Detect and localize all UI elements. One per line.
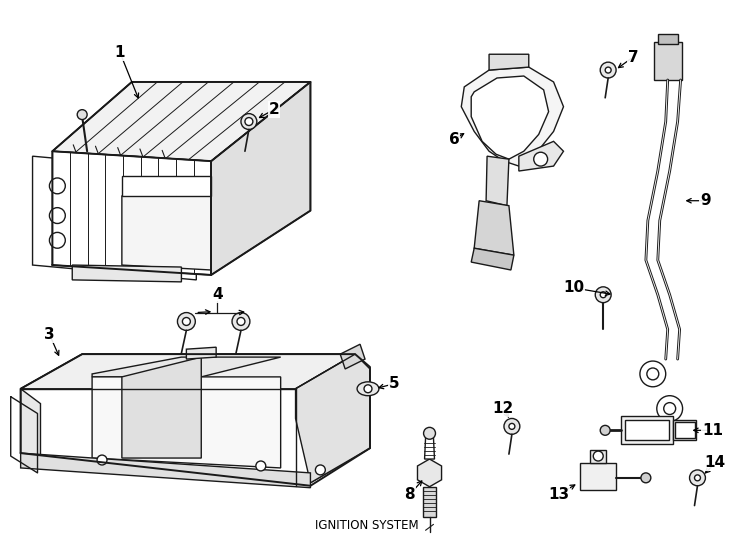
Polygon shape xyxy=(590,450,606,463)
Circle shape xyxy=(694,475,700,481)
Polygon shape xyxy=(519,141,564,171)
Circle shape xyxy=(664,403,675,415)
Text: 13: 13 xyxy=(548,487,569,502)
Polygon shape xyxy=(32,156,196,280)
Circle shape xyxy=(49,232,65,248)
Polygon shape xyxy=(424,438,435,459)
Polygon shape xyxy=(122,196,211,270)
Text: 7: 7 xyxy=(628,50,639,65)
Text: 8: 8 xyxy=(404,487,415,502)
Polygon shape xyxy=(21,389,40,468)
Circle shape xyxy=(600,292,606,298)
Polygon shape xyxy=(340,344,365,369)
Circle shape xyxy=(600,62,616,78)
Polygon shape xyxy=(21,453,310,488)
Bar xyxy=(672,421,697,440)
Circle shape xyxy=(600,426,610,435)
Polygon shape xyxy=(471,248,514,270)
Polygon shape xyxy=(581,463,616,490)
Circle shape xyxy=(595,287,611,302)
Circle shape xyxy=(237,318,245,326)
Circle shape xyxy=(424,427,435,439)
Circle shape xyxy=(232,313,250,330)
Circle shape xyxy=(49,178,65,194)
Bar xyxy=(625,421,669,440)
Circle shape xyxy=(689,470,705,486)
Bar xyxy=(658,35,677,44)
Text: 11: 11 xyxy=(702,423,723,438)
Polygon shape xyxy=(461,67,564,166)
Text: 3: 3 xyxy=(44,327,55,342)
Ellipse shape xyxy=(357,382,379,396)
Polygon shape xyxy=(92,357,280,377)
Polygon shape xyxy=(474,201,514,255)
Polygon shape xyxy=(489,54,528,70)
Circle shape xyxy=(606,67,611,73)
Polygon shape xyxy=(418,459,442,487)
Circle shape xyxy=(657,396,683,421)
Circle shape xyxy=(241,113,257,130)
Circle shape xyxy=(49,208,65,224)
Polygon shape xyxy=(52,151,211,275)
Text: 9: 9 xyxy=(700,193,711,208)
Bar xyxy=(675,422,694,438)
Polygon shape xyxy=(72,265,181,282)
Text: 14: 14 xyxy=(705,456,726,470)
Circle shape xyxy=(641,473,651,483)
Polygon shape xyxy=(471,76,548,159)
Circle shape xyxy=(316,465,325,475)
Text: 1: 1 xyxy=(115,45,125,60)
Text: 12: 12 xyxy=(493,401,514,416)
Circle shape xyxy=(77,110,87,119)
Polygon shape xyxy=(21,354,355,389)
Polygon shape xyxy=(21,354,370,483)
Text: 10: 10 xyxy=(563,280,584,295)
Bar xyxy=(654,42,682,80)
Polygon shape xyxy=(211,82,310,275)
Circle shape xyxy=(245,118,253,125)
Polygon shape xyxy=(122,176,211,196)
Circle shape xyxy=(640,361,666,387)
Polygon shape xyxy=(186,347,216,359)
Polygon shape xyxy=(92,377,280,468)
Circle shape xyxy=(647,368,659,380)
Polygon shape xyxy=(52,82,310,161)
Circle shape xyxy=(593,451,603,461)
Circle shape xyxy=(178,313,195,330)
Text: IGNITION SYSTEM: IGNITION SYSTEM xyxy=(315,519,419,532)
Polygon shape xyxy=(423,487,437,517)
Text: 4: 4 xyxy=(212,287,222,302)
Polygon shape xyxy=(296,354,370,483)
Text: 6: 6 xyxy=(449,132,459,147)
Polygon shape xyxy=(486,156,509,206)
Text: 2: 2 xyxy=(269,102,279,117)
Circle shape xyxy=(504,418,520,434)
Circle shape xyxy=(364,385,372,393)
Text: 5: 5 xyxy=(388,376,399,392)
Bar xyxy=(621,416,672,444)
Circle shape xyxy=(97,455,107,465)
Circle shape xyxy=(534,152,548,166)
Circle shape xyxy=(509,423,515,429)
Circle shape xyxy=(183,318,190,326)
Polygon shape xyxy=(122,357,201,458)
Circle shape xyxy=(256,461,266,471)
